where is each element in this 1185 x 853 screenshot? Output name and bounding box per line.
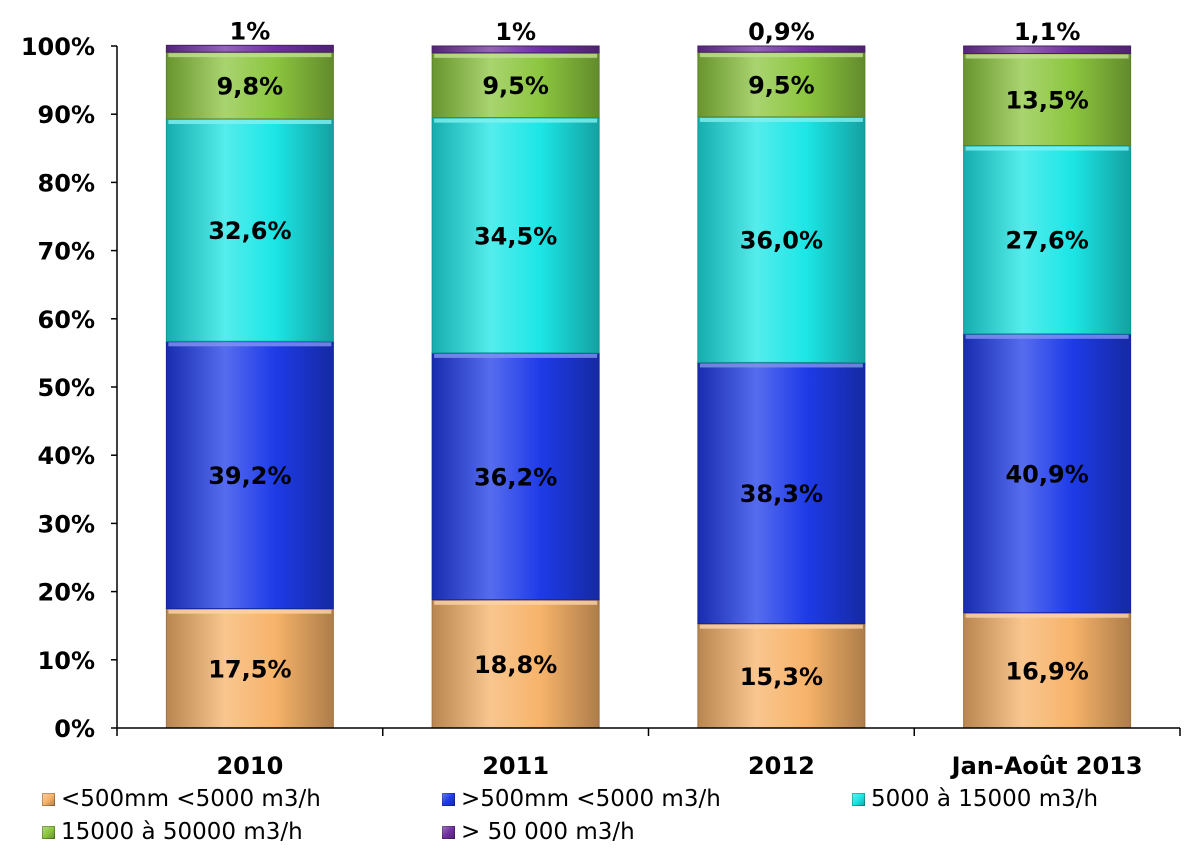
legend-swatch: [442, 825, 455, 839]
y-tick-label: 20%: [38, 579, 95, 607]
bar-segment-highlight: [434, 118, 598, 123]
bar-segment: [165, 340, 334, 610]
axes-layer: 2010 2011 2012 Jan-Août 2013 0% 10% 20% 30% 40% 5…: [21, 33, 1181, 780]
bar-segment: [697, 45, 866, 53]
data-label: 9,5%: [748, 72, 815, 100]
data-labels-layer: 17,5% 39,2% 32,6% 9,8% 1% 18,8% 36,2% 34,5% 9,5%…: [208, 17, 1089, 691]
y-tick-label: 100%: [21, 33, 95, 61]
bar-segment-highlight: [965, 334, 1129, 339]
bar-segment-highlight: [699, 53, 863, 58]
data-label: 1%: [230, 17, 271, 45]
legend-item: >500mm <5000 m3/h: [442, 786, 721, 812]
stacked-bar-chart: 17,5% 39,2% 32,6% 9,8% 1% 18,8% 36,2% 34,5% 9,5%…: [21, 17, 1181, 780]
data-label: 34,5%: [474, 222, 557, 250]
data-label: 16,9%: [1005, 657, 1088, 685]
bar-segment-highlight: [699, 624, 863, 629]
bar-segment: [165, 608, 334, 729]
y-tick-label: 0%: [54, 715, 95, 743]
legend-label: > 50 000 m3/h: [461, 819, 635, 845]
bar-segment-highlight: [965, 613, 1129, 618]
bar-segment-highlight: [168, 609, 332, 614]
data-label: 39,2%: [208, 462, 291, 490]
legend-label: 5000 à 15000 m3/h: [871, 786, 1099, 812]
bar-segment: [963, 53, 1132, 147]
legend-item: 5000 à 15000 m3/h: [852, 786, 1098, 812]
data-label: 1,1%: [1014, 18, 1081, 46]
bars-layer: [165, 44, 1132, 729]
bar-segment-highlight: [965, 146, 1129, 151]
data-label: 36,2%: [474, 463, 557, 491]
data-label: 9,8%: [217, 73, 284, 101]
bar-segment-highlight: [434, 600, 598, 605]
legend-label: >500mm <5000 m3/h: [461, 786, 721, 812]
y-tick-label: 80%: [38, 169, 95, 197]
data-label: 13,5%: [1005, 87, 1088, 115]
legend-swatch: [42, 825, 55, 839]
y-tick-label: 50%: [38, 374, 95, 402]
data-label: 1%: [495, 18, 536, 46]
legend-swatch: [42, 792, 55, 806]
data-label: 9,5%: [482, 72, 549, 100]
data-label: 18,8%: [474, 651, 557, 679]
bar-segment-highlight: [434, 353, 598, 358]
bar-segment-highlight: [434, 53, 598, 58]
bar-segment: [697, 51, 866, 118]
bar-segment: [697, 116, 866, 363]
bar-segment: [963, 612, 1132, 729]
data-label: 32,6%: [208, 217, 291, 245]
y-tick-label: 40%: [38, 442, 95, 470]
legend-swatch: [442, 792, 455, 806]
bar-segment: [431, 352, 600, 601]
x-tick-label: 2012: [748, 752, 815, 780]
bar-segment-highlight: [699, 117, 863, 122]
y-tick-label: 90%: [38, 101, 95, 129]
y-tick-label: 60%: [38, 306, 95, 334]
bar-segment-highlight: [168, 342, 332, 347]
y-tick-label: 30%: [38, 510, 95, 538]
data-label: 0,9%: [748, 18, 815, 46]
y-tick-label: 10%: [38, 647, 95, 675]
bar-segment: [431, 52, 600, 119]
legend: <500mm <5000 m3/h >500mm <5000 m3/h 5000 à…: [42, 786, 1162, 850]
legend-item: > 50 000 m3/h: [442, 819, 635, 845]
data-label: 40,9%: [1005, 460, 1088, 488]
bar-segment: [431, 599, 600, 729]
data-label: 27,6%: [1005, 227, 1088, 255]
bar-segment-highlight: [699, 363, 863, 368]
x-tick-label: 2010: [216, 752, 283, 780]
data-label: 15,3%: [740, 663, 823, 691]
legend-label: <500mm <5000 m3/h: [61, 786, 321, 812]
data-label: 38,3%: [740, 480, 823, 508]
legend-swatch: [852, 792, 865, 806]
legend-label: 15000 à 50000 m3/h: [61, 819, 303, 845]
bar-segment: [697, 361, 866, 625]
bar-segment: [165, 51, 334, 120]
legend-item: 15000 à 50000 m3/h: [42, 819, 303, 845]
data-label: 17,5%: [208, 655, 291, 683]
x-tick-label: 2011: [482, 752, 549, 780]
bar-segment: [963, 145, 1132, 335]
bar-segment: [431, 45, 600, 54]
bar-segment: [963, 45, 1132, 55]
bar-segment-highlight: [168, 53, 332, 58]
bar-segment: [165, 44, 334, 53]
y-tick-label: 70%: [38, 238, 95, 266]
bar-segment-highlight: [965, 54, 1129, 59]
bar-segment-highlight: [168, 119, 332, 124]
x-tick-label: Jan-Août 2013: [950, 752, 1143, 780]
legend-item: <500mm <5000 m3/h: [42, 786, 321, 812]
bar-segment: [431, 117, 600, 354]
data-label: 36,0%: [740, 227, 823, 255]
